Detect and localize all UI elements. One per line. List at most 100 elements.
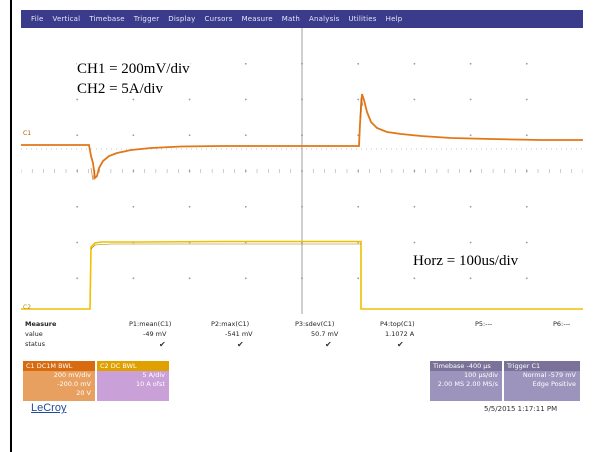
timebase-descriptor-title: Timebase -400 µs: [430, 361, 502, 371]
grid-dot: [357, 98, 360, 101]
grid-dot: [525, 134, 528, 137]
grid-dot: [76, 205, 79, 208]
grid-dot: [469, 241, 472, 244]
grid-dot: [76, 241, 79, 244]
measure-p3-header[interactable]: P3:sdev(C1): [295, 320, 335, 328]
measure-status-row: status ✔ ✔ ✔ ✔: [25, 340, 579, 351]
measure-value-label: value: [25, 330, 43, 338]
measure-value-row: value -49 mV -541 mV 50.7 mV 1.1072 A: [25, 330, 579, 341]
grid-dots: [21, 62, 583, 280]
trigger-type: Edge Positive: [532, 380, 576, 388]
grid-dot: [244, 277, 247, 280]
grid-dot: [413, 241, 416, 244]
timebase-descriptor[interactable]: Timebase -400 µs 100 µs/div 2.00 MS 2.00…: [430, 361, 502, 401]
ch2-amps-per-div: 5 A/div: [142, 371, 165, 379]
grid-dot: [469, 205, 472, 208]
measure-p4-value: 1.1072 A: [385, 330, 415, 338]
ch2-descriptor-title: C2 DC BWL: [97, 361, 169, 371]
grid-dot: [244, 98, 247, 101]
timebase-sample: 2.00 MS 2.00 MS/s: [437, 380, 498, 388]
menu-bar: File Vertical Timebase Trigger Display C…: [21, 10, 583, 28]
ch1-descriptor-title: C1 DC1M BWL: [23, 361, 95, 371]
ch1-trace: [21, 93, 583, 180]
grid-dot: [525, 205, 528, 208]
grid-dot: [132, 98, 135, 101]
ch1-extra: 20 V: [76, 389, 91, 397]
measure-header[interactable]: Measure: [25, 320, 57, 328]
menu-help[interactable]: Help: [385, 15, 403, 23]
trigger-mode: Normal -579 mV: [522, 371, 576, 379]
grid-dot: [469, 134, 472, 137]
ch1-offset: -200.0 mV: [57, 380, 91, 388]
p1-status-check-icon: ✔: [159, 340, 166, 349]
menu-measure[interactable]: Measure: [241, 15, 273, 23]
ch2-trace: [21, 240, 583, 310]
measure-header-row: Measure P1:mean(C1) P2:max(C1) P3:sdev(C…: [25, 320, 579, 331]
grid-dot: [413, 205, 416, 208]
p2-status-check-icon: ✔: [237, 340, 244, 349]
horz-scale-annotation: Horz = 100us/div: [413, 253, 519, 270]
ch2-trace-shadow: [90, 243, 361, 250]
ch1-descriptor[interactable]: C1 DC1M BWL 200 mV/div -200.0 mV 20 V: [23, 361, 95, 401]
ch2-offset: 10 A ofst: [135, 380, 165, 388]
menu-trigger[interactable]: Trigger: [133, 15, 160, 23]
ch2-scale-annotation: CH2 = 5A/div: [77, 81, 163, 98]
measure-p3-value: 50.7 mV: [311, 330, 339, 338]
grid-dot: [413, 277, 416, 280]
ch1-trace-noise: [90, 97, 364, 181]
menu-math[interactable]: Math: [281, 15, 301, 23]
grid-dot: [76, 98, 79, 101]
grid-dot: [525, 62, 528, 65]
timestamp: 5/5/2015 1:17:11 PM: [484, 405, 558, 413]
grid-dot: [188, 134, 191, 137]
grid-dot: [76, 277, 79, 280]
menu-cursors[interactable]: Cursors: [204, 15, 233, 23]
ch1-level-marker[interactable]: C1: [23, 130, 32, 137]
left-border-line: [10, 0, 12, 452]
grid-dot: [525, 277, 528, 280]
grid-dot: [357, 62, 360, 65]
p3-status-check-icon: ✔: [325, 340, 332, 349]
grid-dot: [76, 134, 79, 137]
measure-p5-header[interactable]: P5:---: [475, 320, 493, 328]
grid-dot: [188, 205, 191, 208]
grid-dot: [132, 277, 135, 280]
ch2-descriptor[interactable]: C2 DC BWL 5 A/div 10 A ofst: [97, 361, 169, 401]
measure-status-label: status: [25, 340, 45, 348]
grid-dot: [188, 98, 191, 101]
ch1-volts-per-div: 200 mV/div: [53, 371, 91, 379]
grid-dot: [132, 134, 135, 137]
ch2-level-marker[interactable]: C2: [23, 304, 32, 311]
grid-dot: [357, 277, 360, 280]
menu-display[interactable]: Display: [168, 15, 196, 23]
measurement-table: Measure P1:mean(C1) P2:max(C1) P3:sdev(C…: [21, 318, 583, 360]
waveform-svg: [21, 28, 583, 314]
measure-p2-value: -541 mV: [225, 330, 253, 338]
timebase-per-div: 100 µs/div: [464, 371, 498, 379]
menu-analysis[interactable]: Analysis: [309, 15, 340, 23]
menu-utilities[interactable]: Utilities: [348, 15, 377, 23]
grid-dot: [469, 98, 472, 101]
waveform-grid-area[interactable]: C1 C2 CH1 = 200mV/div CH2 = 5A/div Horz …: [21, 28, 583, 314]
measure-p2-header[interactable]: P2:max(C1): [211, 320, 250, 328]
grid-dot: [525, 241, 528, 244]
menu-timebase[interactable]: Timebase: [89, 15, 125, 23]
grid-dot: [244, 62, 247, 65]
menu-vertical[interactable]: Vertical: [52, 15, 81, 23]
grid-dot: [357, 205, 360, 208]
grid-dot: [469, 62, 472, 65]
grid-dot: [413, 98, 416, 101]
grid-dot: [188, 277, 191, 280]
measure-p6-header[interactable]: P6:---: [553, 320, 571, 328]
grid-dot: [132, 205, 135, 208]
measure-p4-header[interactable]: P4:top(C1): [380, 320, 415, 328]
menu-file[interactable]: File: [31, 15, 44, 23]
measure-p1-value: -49 mV: [143, 330, 167, 338]
grid-dot: [413, 62, 416, 65]
grid-dot: [244, 205, 247, 208]
trigger-descriptor[interactable]: Trigger C1 Normal -579 mV Edge Positive: [504, 361, 580, 401]
p4-status-check-icon: ✔: [397, 340, 404, 349]
ch1-scale-annotation: CH1 = 200mV/div: [77, 61, 190, 78]
measure-p1-header[interactable]: P1:mean(C1): [129, 320, 172, 328]
brand-logo: LeCroy: [31, 402, 67, 414]
